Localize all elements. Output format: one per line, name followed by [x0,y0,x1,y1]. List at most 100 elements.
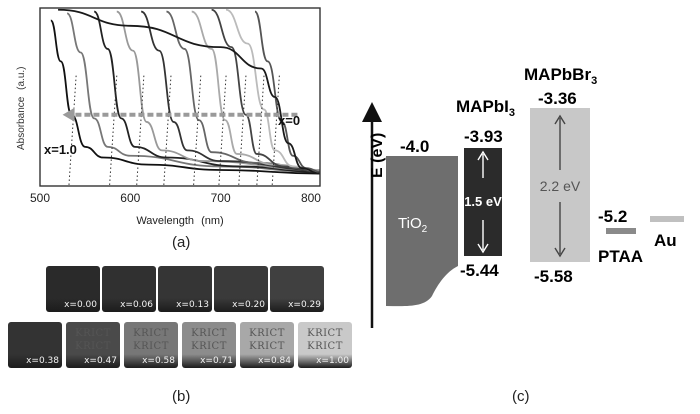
composition-label: x=0.20 [232,300,265,310]
mapbi3-name: MAPbI [456,97,509,116]
tio2-name: TiO [398,215,422,232]
caption-c: (c) [512,388,530,405]
mapbi3-arrowhead-up [477,150,489,161]
mapbbr3-gap: 2.2 eV [540,178,581,194]
krict-text-0: KRICT [249,328,285,339]
krict-text-0: KRICT [191,328,227,339]
x-tick-label-3: 800 [301,191,321,205]
x-ticks: 500 600 700 800 [30,191,321,205]
mapbbr3-arrowhead-down [554,247,566,258]
series-line-1 [66,12,321,173]
series-line-7 [211,8,321,173]
krict-text-1: KRICT [191,341,227,352]
film-photo-1-3: x=0.20 [214,266,268,312]
dotted-edge-7 [256,75,265,187]
mapbbr3-sub: 3 [591,75,597,87]
series-line-8 [225,8,321,173]
y-axis-label: Absorbance (a.u.) [16,67,27,151]
composition-label: x=0.00 [64,300,97,310]
y-axis-unit: (a.u.) [16,67,27,90]
x-tick-label-2: 700 [211,191,231,205]
film-photo-2-4: KRICT KRICT x=0.84 [240,322,294,368]
mapbbr3-label: MAPbBr3 [524,65,597,87]
y-axis-title: Absorbance [16,96,27,150]
x-tick-label-0: 500 [30,191,50,205]
krict-text-1: KRICT [75,341,111,352]
ptaa-value: -5.2 [598,207,627,226]
dotted-edge-1 [109,75,118,187]
series-line-9 [254,10,321,173]
dotted-edge-6 [238,75,247,187]
composition-label: x=0.58 [142,356,175,366]
film-photos: x=0.00 x=0.06 x=0.13 x=0.20 x=0.29 x=0.38 KRIC… [0,262,360,384]
mapbi3-top: -3.93 [464,127,503,146]
dotted-edge-2 [136,75,145,187]
film-photo-2-1: KRICT KRICT x=0.47 [66,322,120,368]
plot-frame [39,7,321,187]
series-line-10 [58,8,321,175]
composition-label: x=0.38 [26,356,59,366]
krict-text-0: KRICT [133,328,169,339]
annotation-x-0: x=0 [278,113,300,128]
composition-label: x=0.71 [200,356,233,366]
x-tick-label-1: 600 [120,191,140,205]
dotted-edge-5 [218,75,227,187]
series-line-4 [140,10,321,171]
film-photo-2-0: x=0.38 [8,322,62,368]
series-line-2 [93,10,321,173]
tio2-label: TiO2 [398,215,428,235]
composition-label: x=0.13 [176,300,209,310]
dotted-edge-0 [68,75,77,187]
krict-text-0: KRICT [75,328,111,339]
mapbbr3-bottom: -5.58 [534,267,573,286]
film-photo-1-0: x=0.00 [46,266,100,312]
ptaa-label: PTAA [598,247,643,266]
x-axis-title: Wavelength [136,215,194,227]
mapbi3-label: MAPbI3 [456,97,515,119]
mapbbr3-name: MAPbBr [524,65,591,84]
absorbance-chart: 500 600 700 800 Absorbance (a.u.) Wavelengt… [16,7,321,227]
dotted-edge-3 [163,75,172,187]
mapbi3-arrowhead-down [477,243,489,254]
series-line-0 [49,19,321,175]
mapbi3-bottom: -5.44 [460,261,499,280]
dotted-edge-4 [193,75,202,187]
mapbi3-sub: 3 [509,107,515,119]
annotation-x-1: x=1.0 [44,142,77,157]
tio2-sub: 2 [422,224,428,235]
chart-lines [49,8,321,175]
krict-text-1: KRICT [133,341,169,352]
ptaa-bar [606,228,636,234]
composition-label: x=0.29 [288,300,321,310]
x-axis-label: Wavelength (nm) [136,215,223,227]
film-photo-2-2: KRICT KRICT x=0.58 [124,322,178,368]
mapbbr3-top: -3.36 [538,89,577,108]
energy-diagram: E (eV) -4.0 TiO2 MAPbI3 -3.93 -5.44 1.5 … [362,65,684,328]
krict-text-1: KRICT [249,341,285,352]
composition-label: x=0.84 [258,356,291,366]
chart-dotted-edges [68,75,280,187]
krict-text-0: KRICT [307,328,343,339]
caption-b: (b) [172,388,191,405]
composition-label: x=1.00 [316,356,349,366]
series-line-3 [116,10,321,171]
mapbbr3-arrowhead-up [554,114,566,125]
krict-text-1: KRICT [307,341,343,352]
series-line-5 [166,10,321,171]
tio2-block [386,156,458,307]
x-axis-unit: (nm) [201,215,224,227]
mapbi3-gap: 1.5 eV [464,194,502,209]
series-line-6 [191,10,321,171]
energy-axis-label: E (eV) [369,133,386,178]
film-photo-1-2: x=0.13 [158,266,212,312]
au-bar [650,216,684,222]
film-photo-1-1: x=0.06 [102,266,156,312]
au-label: Au [654,231,677,250]
composition-arrow [62,107,298,122]
film-photo-2-5: KRICT KRICT x=1.00 [298,322,352,368]
caption-a: (a) [172,234,191,251]
dotted-edge-8 [271,75,280,187]
arrow-head [62,107,75,122]
film-photo-1-4: x=0.29 [270,266,324,312]
tio2-value: -4.0 [400,137,429,156]
